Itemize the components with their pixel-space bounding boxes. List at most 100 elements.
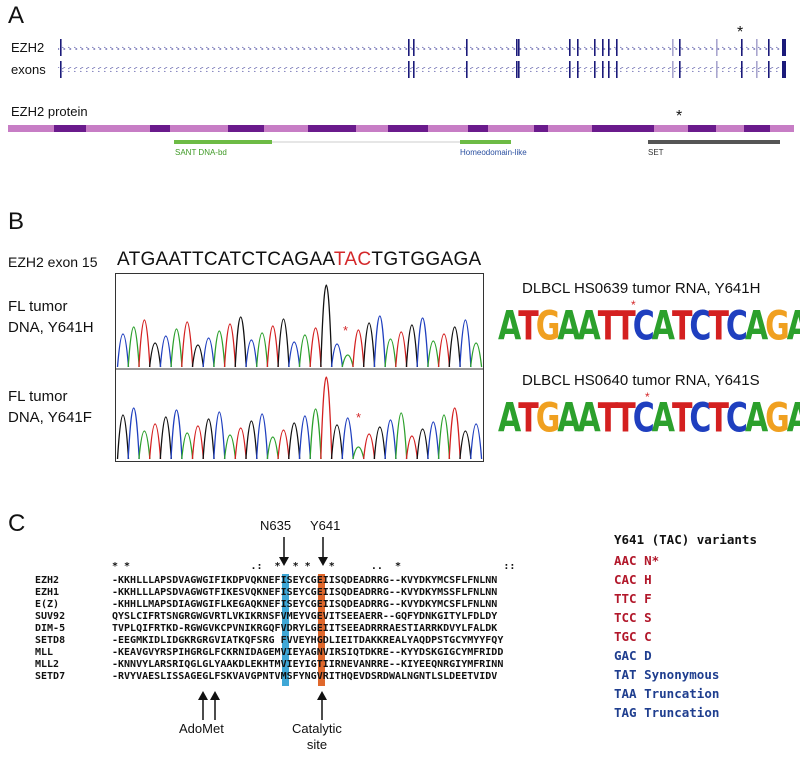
variant-row: CAC H	[614, 570, 719, 589]
trace-peak	[416, 317, 429, 368]
variant-codon: TGC	[614, 629, 637, 644]
exon-mark	[569, 61, 571, 78]
exon-mark	[602, 39, 604, 56]
logo-base: G	[765, 303, 790, 351]
trace-peak	[309, 408, 322, 460]
y641-column-highlight	[318, 574, 325, 686]
alignment-name: E(Z)	[35, 599, 60, 610]
trace-peak	[341, 417, 354, 460]
variant-row: AAC N*	[614, 551, 719, 570]
protein-map	[8, 125, 794, 144]
alignment-row: -EEGMKIDLIDGKRGRGVIATKQFSRG FVVEYHGDLIEI…	[112, 635, 504, 646]
trace-peak	[330, 343, 344, 368]
trace-peak	[181, 321, 194, 368]
exon-mark	[518, 39, 520, 56]
logo-base: C	[689, 303, 711, 351]
exon-mark	[741, 39, 743, 56]
trace-peak	[459, 430, 472, 460]
trace-peak	[170, 409, 183, 460]
trace-peak	[448, 407, 461, 460]
trace-peak	[202, 418, 215, 460]
logo-base: A	[498, 303, 521, 351]
exon-mark	[60, 39, 62, 56]
variant-codon: TCC	[614, 610, 637, 625]
logo-base: T	[597, 395, 619, 443]
variant-effect: C	[644, 629, 652, 644]
exon-15-sequence: ATGAATTCATCTCAGAATACTGTGGAGA	[117, 249, 482, 271]
alignment-name: MLL	[35, 647, 54, 658]
alignment-name: SUV92	[35, 611, 66, 622]
exon-mark	[756, 39, 758, 56]
trace-peak	[127, 407, 140, 460]
trace1-label-line1: FL tumor	[8, 298, 68, 315]
logo-base: C	[725, 395, 748, 443]
variant-effect: H	[644, 572, 652, 587]
trace2-label-line1: FL tumor	[8, 388, 68, 405]
trace-peak	[138, 319, 151, 368]
logo-base: C	[632, 303, 655, 351]
alignment-row: -KKHLLLAPSDVAGWGIFIKDPVQKNEFISEYCGEIISQD…	[112, 575, 498, 586]
trace-peak	[320, 376, 333, 460]
alignment-row: QYSLCIFRTSNGRGWGVRTLVKIKRNSFVMEYVGEVITSE…	[112, 611, 498, 622]
logo-base: A	[651, 303, 675, 351]
chromatogram-trace-2	[116, 376, 483, 460]
exon-mark	[768, 61, 770, 78]
exon-mark	[516, 39, 518, 56]
trace-peak	[384, 338, 397, 368]
variant-row: TAA Truncation	[614, 684, 719, 703]
logo-base: T	[671, 303, 693, 351]
logo-base: G	[535, 395, 561, 443]
alignment-names: EZH2 EZH1 E(Z) SUV92 DIM-5 SETD8 MLL MLL2 SETD7	[35, 575, 65, 683]
trace2-label-line2: DNA, Y641F	[8, 409, 92, 426]
logo-base: A	[744, 395, 768, 443]
variant-effect: Synonymous	[644, 667, 720, 682]
logo-base: A	[557, 395, 580, 443]
logo-base: T	[518, 395, 539, 443]
exon-mark	[616, 61, 618, 78]
top-arrows	[279, 537, 328, 566]
trace-peak	[437, 333, 451, 368]
trace-peak	[352, 446, 365, 460]
protein-dark-segments	[54, 125, 770, 132]
trace-peak	[341, 354, 354, 368]
trace-peak	[223, 434, 237, 460]
logo-base: T	[615, 395, 636, 443]
trace-peak	[298, 415, 312, 460]
trace1-label: FL tumor DNA, Y641H	[8, 296, 94, 338]
exon-mark	[782, 61, 786, 78]
trace-peak	[116, 333, 130, 368]
logo-base: A	[651, 395, 675, 443]
trace-peak	[234, 316, 247, 368]
trace-peak	[405, 435, 419, 460]
exon-mark	[516, 61, 518, 78]
logo-base: T	[597, 303, 619, 351]
catalytic-line1: Catalytic	[292, 721, 342, 736]
trace-peak	[181, 432, 194, 460]
trace-peak	[245, 339, 258, 368]
alignment-row: -RVYVAESLISSAGEGLFSKVAVGPNTVMSFYNGVRITHQ…	[112, 671, 498, 682]
trace2-label: FL tumor DNA, Y641F	[8, 386, 92, 428]
bottom-arrows	[198, 691, 327, 720]
sequence-logo-2: ATGAATTCATCTCAGAATACACTGTGGAG	[498, 395, 800, 442]
trace-peak	[320, 284, 333, 368]
trace-peak	[191, 425, 205, 460]
trace1-label-line2: DNA, Y641H	[8, 319, 94, 336]
exon-mark	[466, 61, 468, 78]
exon-mark	[466, 39, 468, 56]
n635-column-highlight	[282, 574, 289, 686]
exon-mark	[672, 39, 674, 56]
variant-effect: N*	[644, 553, 660, 568]
variant-row: GAC D	[614, 646, 719, 665]
exon-mark	[602, 61, 604, 78]
variant-codon: TAT	[614, 667, 637, 682]
trace-peak	[373, 315, 386, 368]
logo-base: A	[577, 303, 601, 351]
alignment-name: EZH1	[35, 587, 60, 598]
logo-base: T	[518, 303, 539, 351]
exon-mark	[413, 61, 415, 78]
logo1-star: *	[631, 298, 636, 312]
alignment-name: MLL2	[35, 659, 60, 670]
variant-effect: S	[644, 610, 652, 625]
logo1-title: DLBCL HS0639 tumor RNA, Y641H	[522, 280, 761, 297]
